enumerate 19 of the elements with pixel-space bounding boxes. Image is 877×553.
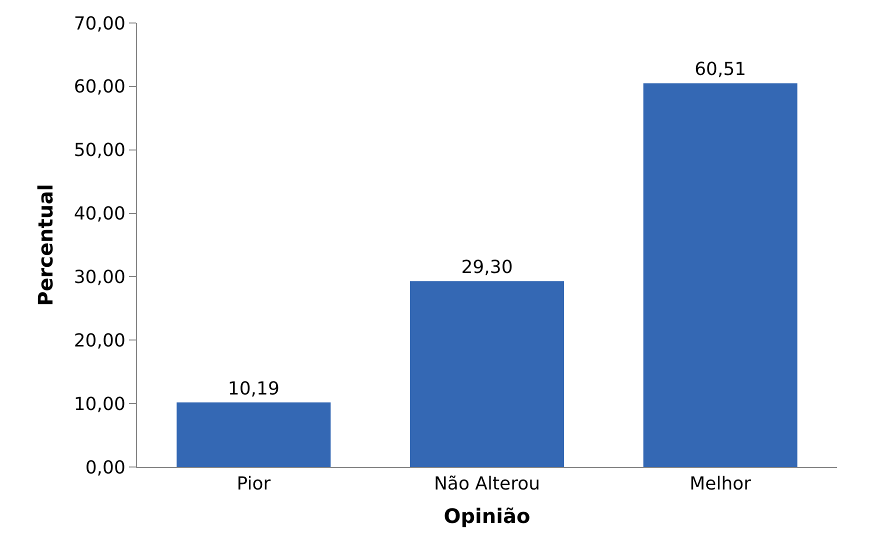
bar (643, 83, 798, 467)
y-tick-label: 40,00 (74, 204, 126, 225)
y-tick-label: 60,00 (74, 76, 126, 98)
x-tick-label: Melhor (690, 474, 752, 495)
y-tick-label: 10,00 (74, 394, 126, 415)
y-tick-label: 20,00 (74, 330, 126, 352)
y-tick-label: 0,00 (85, 457, 126, 478)
data-label: 29,30 (461, 257, 513, 278)
bar (410, 281, 564, 467)
y-axis-title: Percentual (33, 184, 58, 306)
x-axis-title: Opinião (444, 504, 530, 528)
x-tick-label: Não Alterou (434, 474, 540, 495)
y-tick-label: 30,00 (74, 267, 126, 288)
y-tick-label: 70,00 (74, 13, 126, 34)
bar (176, 402, 331, 467)
x-tick-label: Pior (236, 474, 272, 495)
data-label: 60,51 (694, 59, 746, 80)
y-tick-label: 50,00 (74, 140, 126, 162)
data-label: 10,19 (228, 378, 280, 400)
